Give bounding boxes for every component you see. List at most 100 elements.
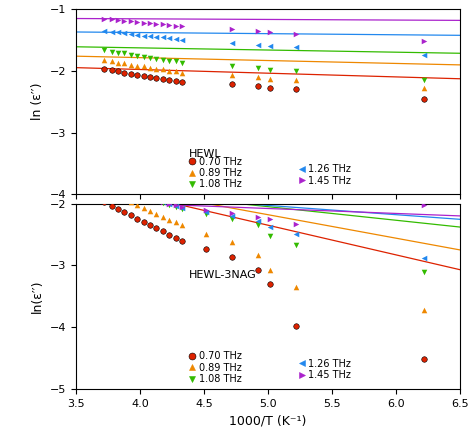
Point <box>127 18 135 25</box>
Point <box>114 206 122 213</box>
Point <box>108 202 116 210</box>
Point <box>153 55 160 63</box>
Point <box>100 65 108 72</box>
Point <box>420 356 428 363</box>
Point <box>146 33 154 40</box>
Point <box>127 212 135 219</box>
Y-axis label: ln (ε′′): ln (ε′′) <box>31 83 44 120</box>
Point <box>153 74 160 81</box>
Point <box>266 267 274 274</box>
Point <box>153 198 160 205</box>
Point <box>172 35 180 42</box>
Point <box>100 28 108 35</box>
Point <box>134 72 141 79</box>
Point <box>228 215 236 223</box>
Point <box>420 96 428 103</box>
Point <box>420 76 428 84</box>
Point <box>202 211 210 218</box>
Point <box>266 224 274 231</box>
Point <box>254 41 261 48</box>
Point <box>292 283 300 291</box>
Point <box>159 66 167 73</box>
Point <box>266 75 274 82</box>
Point <box>159 34 167 41</box>
Point <box>108 28 116 35</box>
Point <box>108 188 116 195</box>
Point <box>172 78 180 85</box>
Point <box>228 39 236 46</box>
Point <box>127 30 135 37</box>
Point <box>114 59 122 66</box>
Point <box>134 52 141 59</box>
Point <box>146 195 154 202</box>
Point <box>121 209 128 216</box>
Point <box>146 196 154 203</box>
Point <box>100 183 108 190</box>
Point <box>228 72 236 79</box>
Point <box>121 186 128 194</box>
Point <box>100 198 108 205</box>
Point <box>127 198 135 205</box>
Point <box>153 211 160 218</box>
Point <box>228 81 236 88</box>
Point <box>254 217 261 224</box>
Point <box>202 208 210 215</box>
Point <box>134 215 141 223</box>
Point <box>121 50 128 57</box>
Point <box>114 193 122 200</box>
Point <box>292 68 300 75</box>
Point <box>108 185 116 192</box>
Point <box>127 70 135 77</box>
Point <box>202 246 210 253</box>
Point <box>153 198 160 205</box>
Point <box>165 67 173 74</box>
Point <box>153 198 160 205</box>
Point <box>140 204 147 211</box>
Point <box>100 15 108 22</box>
Point <box>172 58 180 65</box>
Point <box>153 20 160 27</box>
Point <box>127 61 135 68</box>
Point <box>178 238 186 245</box>
Point <box>146 207 154 215</box>
Point <box>266 84 274 92</box>
Point <box>254 222 261 229</box>
Point <box>292 30 300 37</box>
Point <box>140 72 147 79</box>
Point <box>127 189 135 196</box>
Point <box>134 192 141 199</box>
Point <box>159 56 167 63</box>
Point <box>266 280 274 287</box>
Point <box>159 199 167 206</box>
Point <box>121 60 128 67</box>
Point <box>228 254 236 261</box>
Point <box>172 68 180 75</box>
Point <box>114 184 122 191</box>
Point <box>127 51 135 58</box>
Point <box>228 25 236 32</box>
Point <box>202 206 210 213</box>
Point <box>165 232 173 239</box>
Point <box>172 235 180 242</box>
Point <box>114 49 122 56</box>
Point <box>420 306 428 313</box>
Point <box>146 73 154 80</box>
Point <box>420 51 428 58</box>
Point <box>134 201 141 208</box>
Point <box>159 199 167 207</box>
Point <box>172 204 180 211</box>
Point <box>100 180 108 187</box>
Point <box>140 193 147 200</box>
Point <box>292 220 300 228</box>
Point <box>146 64 154 71</box>
Point <box>420 254 428 261</box>
Text: HEWL-3NAG: HEWL-3NAG <box>189 270 257 280</box>
Point <box>159 213 167 220</box>
Point <box>108 58 116 65</box>
Point <box>134 193 141 200</box>
Point <box>134 191 141 198</box>
Point <box>159 228 167 235</box>
Point <box>153 33 160 40</box>
X-axis label: 1000/T (K⁻¹): 1000/T (K⁻¹) <box>229 414 307 427</box>
Point <box>121 69 128 76</box>
